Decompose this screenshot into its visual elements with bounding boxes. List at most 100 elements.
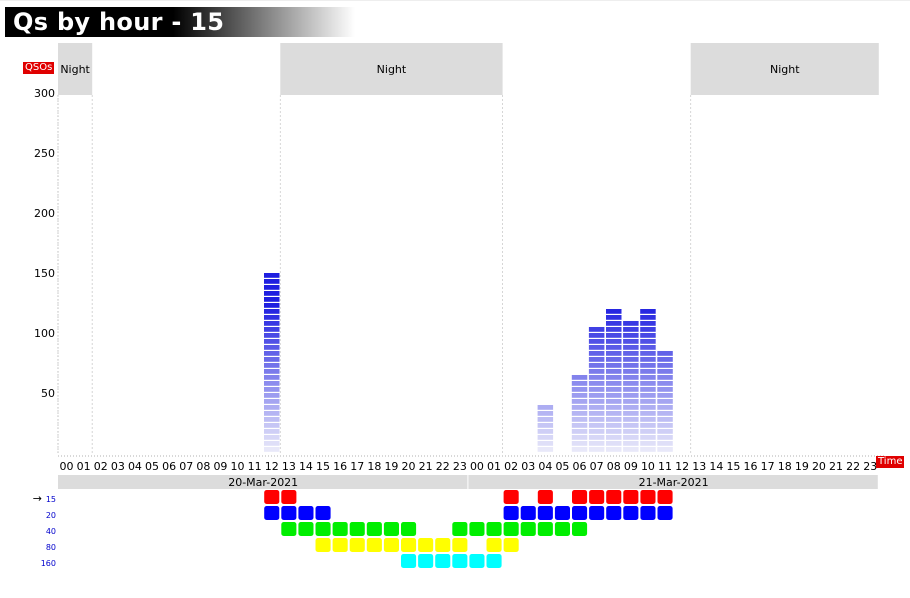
- bar-segment: [623, 393, 639, 398]
- hour-tick-label: 19: [384, 460, 398, 473]
- band-activity-cell: [606, 490, 622, 504]
- bar-segment: [623, 369, 639, 374]
- bar-segment: [640, 387, 656, 392]
- hour-tick-label: 03: [521, 460, 535, 473]
- hour-tick-label: 22: [846, 460, 860, 473]
- bar-segment: [657, 381, 673, 386]
- hour-tick-label: 09: [213, 460, 227, 473]
- night-band: [58, 43, 93, 95]
- hour-tick-label: 19: [795, 460, 809, 473]
- band-activity-cell: [281, 506, 297, 520]
- bar-segment: [623, 375, 639, 380]
- band-activity-cell: [383, 538, 399, 552]
- hour-tick-label: 12: [675, 460, 689, 473]
- bar-segment: [640, 447, 656, 452]
- hour-tick-label: 07: [590, 460, 604, 473]
- hour-tick-label: 17: [350, 460, 364, 473]
- night-label: Night: [60, 63, 90, 76]
- band-activity-cell: [554, 506, 570, 520]
- bar-segment: [264, 381, 280, 386]
- hour-tick-label: 01: [487, 460, 501, 473]
- bar-segment: [640, 351, 656, 356]
- hour-tick-label: 18: [367, 460, 381, 473]
- bar-segment: [264, 321, 280, 326]
- bar-segment: [657, 405, 673, 410]
- band-activity-cell: [572, 490, 588, 504]
- bar-segment: [623, 411, 639, 416]
- bar-segment: [606, 441, 622, 446]
- hour-tick-label: 21: [419, 460, 433, 473]
- band-activity-cell: [623, 490, 639, 504]
- bar-segment: [264, 291, 280, 296]
- bar-segment: [264, 375, 280, 380]
- hour-tick-label: 13: [282, 460, 296, 473]
- bar: [623, 321, 639, 452]
- band-activity-cell: [640, 506, 656, 520]
- band-activity-cell: [657, 506, 673, 520]
- band-activity-cell: [366, 522, 382, 536]
- y-tick-label: 300: [34, 87, 55, 100]
- bar-segment: [623, 327, 639, 332]
- bar-segment: [264, 279, 280, 284]
- bar-segment: [571, 435, 588, 440]
- band-activity-cell: [418, 538, 434, 552]
- band-activity-cell: [503, 490, 519, 504]
- bar-segment: [588, 369, 605, 374]
- bar-segment: [640, 405, 656, 410]
- hour-tick-label: 06: [573, 460, 587, 473]
- hour-tick-label: 00: [60, 460, 74, 473]
- band-activity-cell: [452, 538, 468, 552]
- bar-segment: [588, 327, 605, 332]
- band-activity-cell: [383, 522, 399, 536]
- band-activity-cell: [435, 554, 451, 568]
- bar-segment: [657, 363, 673, 368]
- hour-tick-label: 08: [196, 460, 210, 473]
- bar-segment: [623, 435, 639, 440]
- night-band: [280, 43, 503, 95]
- bar-segment: [640, 375, 656, 380]
- bar: [640, 309, 656, 452]
- bar: [537, 405, 554, 452]
- band-activity-cell: [349, 522, 365, 536]
- band-activity-cell: [520, 522, 536, 536]
- bar-segment: [623, 429, 639, 434]
- bar-segment: [657, 387, 673, 392]
- bar-segment: [264, 285, 280, 290]
- band-activity-cell: [486, 554, 502, 568]
- bar-segment: [657, 393, 673, 398]
- bar-segment: [588, 363, 605, 368]
- band-activity-cell: [486, 538, 502, 552]
- bar-segment: [264, 387, 280, 392]
- band-activity-cell: [315, 538, 331, 552]
- band-activity-cell: [640, 490, 656, 504]
- band-activity-cell: [349, 538, 365, 552]
- band-activity-cell: [589, 506, 605, 520]
- bar-segment: [588, 399, 605, 404]
- band-activity-cell: [503, 522, 519, 536]
- bar-segment: [623, 363, 639, 368]
- bar-segment: [537, 435, 554, 440]
- bar-segment: [657, 429, 673, 434]
- bar-segment: [264, 303, 280, 308]
- bar-segment: [606, 327, 622, 332]
- band-label: 15: [46, 495, 56, 504]
- band-activity-cell: [537, 522, 553, 536]
- hour-tick-label: 02: [504, 460, 518, 473]
- hour-tick-label: 10: [231, 460, 245, 473]
- bar-segment: [640, 393, 656, 398]
- bar-segment: [606, 405, 622, 410]
- bar: [264, 273, 280, 452]
- bar-segment: [606, 393, 622, 398]
- hour-tick-label: 04: [538, 460, 552, 473]
- bar-segment: [640, 333, 656, 338]
- bar-segment: [657, 441, 673, 446]
- bar-segment: [588, 429, 605, 434]
- band-activity-cell: [264, 506, 280, 520]
- bar-segment: [606, 411, 622, 416]
- bar-segment: [623, 321, 639, 326]
- hour-tick-label: 21: [829, 460, 843, 473]
- hour-tick-label: 08: [607, 460, 621, 473]
- bar-segment: [264, 441, 280, 446]
- hour-tick-label: 16: [744, 460, 758, 473]
- bar-segment: [640, 369, 656, 374]
